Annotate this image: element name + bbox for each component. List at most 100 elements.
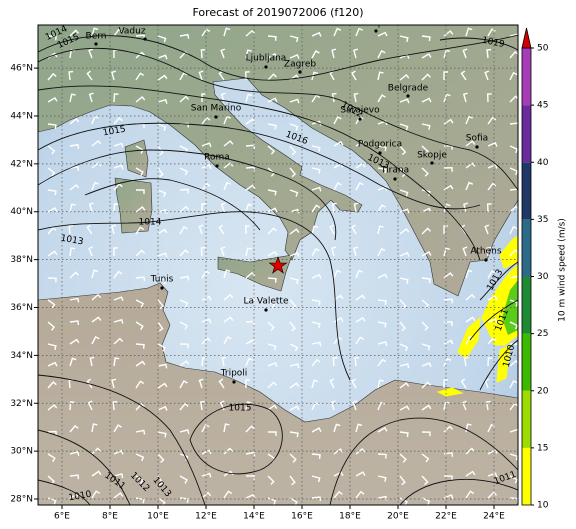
wind-barb <box>68 70 74 81</box>
wind-barb <box>220 202 226 213</box>
wind-barb <box>47 145 56 155</box>
isobar-label: 1015 <box>102 125 126 139</box>
wind-barb <box>487 28 496 37</box>
wind-barb <box>399 405 410 411</box>
wind-barb <box>353 48 358 59</box>
wind-barb <box>245 493 256 499</box>
isobar-label: 1015 <box>229 404 252 414</box>
wind-barb <box>443 203 451 213</box>
wind-barb <box>267 277 277 283</box>
wind-barb <box>311 496 322 502</box>
wind-barb <box>351 70 357 81</box>
city-label: Vaduz <box>118 27 145 37</box>
wind-barb <box>223 293 234 301</box>
city-label: Tripoli <box>220 369 248 379</box>
wind-barb <box>465 27 473 37</box>
wind-barb <box>157 475 164 486</box>
wind-barb <box>377 321 387 328</box>
wind-barb <box>157 98 168 104</box>
wind-barb <box>465 470 476 477</box>
y-tick-label: 36°N <box>10 303 33 313</box>
wind-barb <box>486 246 492 257</box>
wind-barb <box>443 247 451 257</box>
wind-barb <box>421 53 432 59</box>
land-europe <box>38 25 518 297</box>
wind-barb <box>333 269 342 279</box>
wind-barb <box>377 71 384 81</box>
wind-barb <box>333 471 344 477</box>
wind-barb <box>113 318 124 324</box>
wind-barb <box>69 297 80 303</box>
wind-barb <box>220 92 226 103</box>
wind-barb <box>135 321 144 330</box>
wind-barb <box>487 270 496 279</box>
wind-barb <box>113 296 124 302</box>
wind-barb <box>69 424 79 433</box>
city-label: Athens <box>470 247 501 257</box>
wind-barb <box>329 224 335 235</box>
wind-barb <box>399 475 406 486</box>
wind-barb <box>201 472 212 478</box>
wind-barb <box>509 379 518 389</box>
x-tick-label: 22°E <box>435 512 457 522</box>
wind-barb <box>179 188 189 194</box>
wind-barb <box>198 378 204 389</box>
wind-barb <box>113 183 123 191</box>
wind-barb <box>377 225 384 235</box>
wind-barb <box>444 321 453 326</box>
wind-barb <box>267 145 275 155</box>
colorbar-tick-label: 40 <box>537 158 549 168</box>
wind-barb <box>421 497 431 505</box>
isobar-label: 1014 <box>139 218 162 228</box>
wind-barb <box>399 123 409 131</box>
wind-barb <box>443 452 454 457</box>
wind-barb <box>201 203 206 212</box>
wind-barb <box>289 53 300 59</box>
wind-barb <box>179 321 189 330</box>
wind-barb <box>201 28 211 37</box>
wind-barb <box>245 357 253 367</box>
wind-barb <box>179 299 189 308</box>
wind-barb <box>113 449 124 455</box>
wind-barb <box>47 381 57 389</box>
wind-barb <box>421 277 431 284</box>
wind-barb <box>223 115 231 125</box>
x-tick-label: 10°E <box>147 512 169 522</box>
wind-barb <box>113 164 124 170</box>
wind-barb <box>267 207 278 213</box>
wind-barb <box>443 184 454 191</box>
wind-barb <box>245 451 256 457</box>
wind-barb <box>135 497 145 504</box>
wind-barb <box>201 270 211 279</box>
wind-barb <box>333 336 343 345</box>
wind-barb <box>201 182 211 191</box>
wind-barb <box>179 95 190 103</box>
wind-barb <box>289 74 300 81</box>
wind-barb <box>135 343 145 349</box>
wind-barb <box>443 379 449 389</box>
wind-barb <box>47 226 57 235</box>
wind-barb <box>113 93 119 103</box>
wind-barb <box>399 382 410 389</box>
wind-barb <box>111 70 116 81</box>
wind-barb <box>91 140 102 147</box>
wind-barb <box>333 182 342 191</box>
city-label: Podgorica <box>358 140 402 150</box>
wind-barb <box>509 475 518 484</box>
wind-barb <box>218 70 225 81</box>
city-label: Bern <box>86 32 107 42</box>
wind-barb <box>69 203 76 213</box>
wind-barb <box>487 141 498 147</box>
wind-barb <box>68 224 74 235</box>
wind-barb <box>135 403 145 411</box>
wind-barb <box>377 475 387 482</box>
wind-barb <box>88 48 94 59</box>
wind-barb <box>47 430 57 436</box>
wind-barb <box>91 162 102 169</box>
wind-barb <box>245 29 256 37</box>
wind-barb <box>267 250 278 257</box>
wind-barb <box>157 431 167 438</box>
city-label: San Marino <box>191 104 242 114</box>
wind-barb <box>352 400 358 411</box>
city-label: Belgrade <box>388 84 429 94</box>
